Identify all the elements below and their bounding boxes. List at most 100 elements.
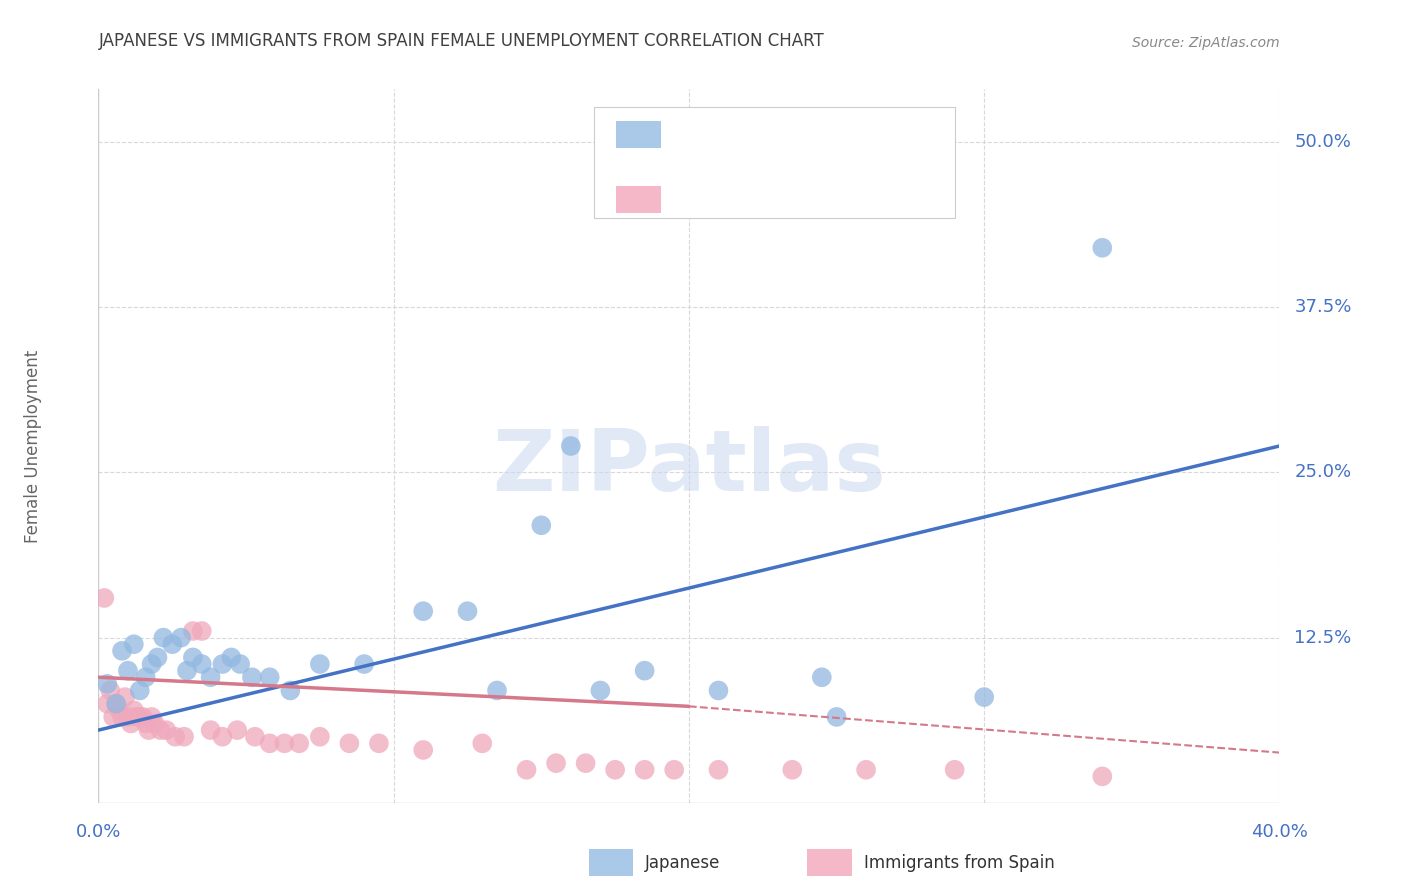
Point (273, 736, 295, 750)
Point (589, 683, 612, 698)
Point (138, 723, 160, 738)
FancyBboxPatch shape (589, 849, 634, 876)
Point (122, 703, 145, 717)
Point (855, 763, 877, 777)
Point (486, 683, 509, 698)
Point (96, 697, 118, 711)
FancyBboxPatch shape (807, 849, 852, 876)
Point (105, 697, 128, 711)
Point (664, 763, 686, 777)
Text: N = 51: N = 51 (844, 190, 905, 208)
Point (105, 697, 128, 711)
Point (353, 657, 375, 671)
Point (219, 650, 242, 665)
Point (943, 763, 966, 777)
Point (309, 657, 332, 671)
Point (93, 591, 115, 605)
FancyBboxPatch shape (595, 107, 955, 218)
Point (111, 644, 134, 658)
Point (143, 716, 166, 731)
Text: R = -0.142: R = -0.142 (678, 190, 768, 208)
Point (146, 650, 169, 665)
Point (211, 657, 233, 671)
Point (707, 683, 730, 698)
Point (633, 763, 655, 777)
Text: 37.5%: 37.5% (1294, 298, 1351, 317)
Point (141, 710, 163, 724)
Point (125, 710, 148, 724)
Point (135, 670, 157, 684)
Point (128, 710, 150, 724)
Point (973, 690, 995, 704)
Text: N = 38: N = 38 (844, 125, 905, 143)
Text: Immigrants from Spain: Immigrants from Spain (863, 854, 1054, 871)
Text: 40.0%: 40.0% (1251, 822, 1308, 840)
Point (176, 664, 198, 678)
Point (515, 763, 537, 777)
Point (152, 631, 174, 645)
Point (108, 703, 131, 717)
Point (412, 743, 434, 757)
Point (471, 736, 494, 750)
FancyBboxPatch shape (616, 186, 661, 212)
Point (229, 657, 252, 671)
Point (544, 756, 567, 771)
Point (412, 604, 434, 618)
Point (259, 736, 281, 750)
Point (560, 439, 582, 453)
Point (456, 604, 478, 618)
Point (181, 624, 204, 638)
Point (782, 763, 804, 777)
Text: ZIPatlas: ZIPatlas (492, 425, 886, 509)
Point (278, 683, 302, 698)
Point (173, 730, 195, 744)
Point (117, 664, 139, 678)
Point (165, 730, 187, 744)
FancyBboxPatch shape (616, 120, 661, 148)
Point (200, 670, 222, 684)
Point (574, 756, 596, 771)
Point (309, 730, 332, 744)
Text: 12.5%: 12.5% (1294, 629, 1351, 647)
Point (191, 624, 214, 638)
Point (530, 518, 553, 533)
Point (128, 683, 150, 698)
Point (1091, 769, 1114, 783)
Point (605, 763, 627, 777)
Text: JAPANESE VS IMMIGRANTS FROM SPAIN FEMALE UNEMPLOYMENT CORRELATION CHART: JAPANESE VS IMMIGRANTS FROM SPAIN FEMALE… (98, 32, 824, 50)
Point (633, 664, 655, 678)
Point (122, 637, 145, 651)
Point (191, 657, 214, 671)
Point (200, 723, 222, 738)
Point (259, 670, 281, 684)
Point (162, 637, 183, 651)
Point (141, 657, 163, 671)
Point (288, 736, 311, 750)
Point (810, 670, 832, 684)
Text: 50.0%: 50.0% (1294, 133, 1351, 151)
Text: Source: ZipAtlas.com: Source: ZipAtlas.com (1132, 36, 1279, 50)
Point (132, 710, 155, 724)
Point (170, 631, 193, 645)
Point (368, 736, 391, 750)
Text: R =  0.568: R = 0.568 (678, 125, 766, 143)
Text: Female Unemployment: Female Unemployment (24, 350, 42, 542)
Point (98, 683, 121, 698)
Point (149, 723, 172, 738)
Point (1091, 241, 1114, 255)
Point (337, 736, 360, 750)
Point (243, 730, 266, 744)
Point (825, 710, 848, 724)
Point (117, 710, 139, 724)
Point (114, 690, 136, 704)
Point (135, 716, 157, 731)
Text: Japanese: Japanese (645, 854, 721, 871)
Text: 25.0%: 25.0% (1294, 464, 1351, 482)
Point (103, 710, 125, 724)
Text: 0.0%: 0.0% (76, 822, 121, 840)
Point (155, 723, 177, 738)
Point (226, 723, 249, 738)
Point (96, 677, 118, 691)
Point (707, 763, 730, 777)
Point (211, 730, 233, 744)
